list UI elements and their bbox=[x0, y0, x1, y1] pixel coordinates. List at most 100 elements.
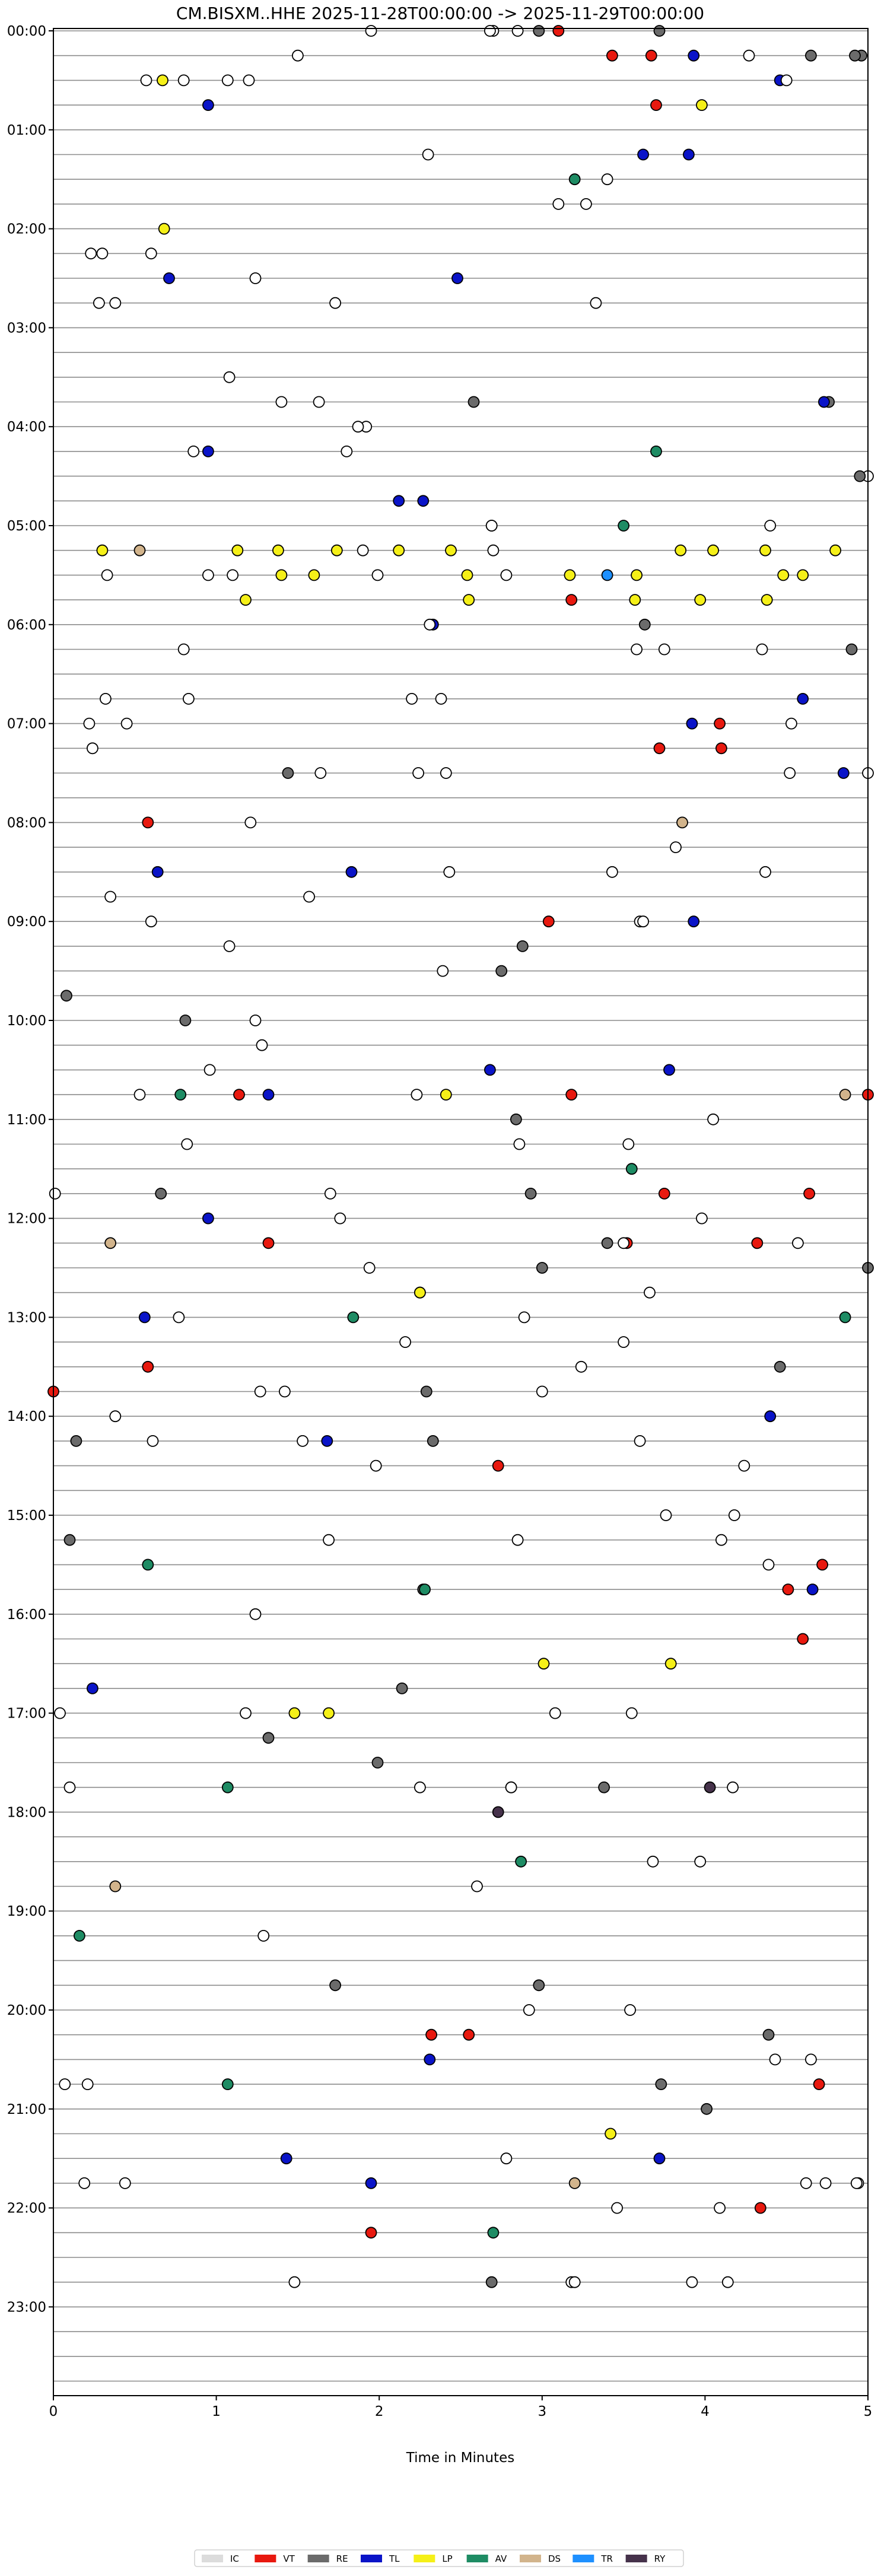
event-point-lp bbox=[829, 544, 841, 556]
event-point-ic bbox=[850, 2177, 863, 2189]
event-point-tl bbox=[345, 866, 358, 878]
event-point-tl bbox=[321, 1435, 333, 1447]
y-tick-label: 16:00 bbox=[7, 1607, 46, 1623]
event-point-lp bbox=[414, 1286, 426, 1299]
event-point-tl bbox=[688, 915, 700, 928]
event-point-re bbox=[533, 1979, 545, 1992]
event-point-ic bbox=[637, 915, 649, 928]
event-point-ic bbox=[660, 1509, 672, 1521]
event-point-ic bbox=[177, 74, 190, 87]
legend-label-tl: TL bbox=[389, 2553, 400, 2564]
y-tick-label: 12:00 bbox=[7, 1211, 46, 1227]
event-point-re bbox=[598, 1781, 610, 1793]
event-point-av bbox=[625, 1163, 638, 1175]
event-point-ic bbox=[334, 1212, 346, 1225]
event-point-ic bbox=[590, 297, 602, 309]
event-point-lp bbox=[96, 544, 109, 556]
event-point-ic bbox=[54, 1707, 66, 1719]
y-tick-label: 18:00 bbox=[7, 1805, 46, 1820]
event-point-ic bbox=[764, 520, 777, 532]
event-point-tl bbox=[818, 396, 830, 408]
y-tick-label: 00:00 bbox=[7, 24, 46, 39]
y-axis: 00:00 01:00 02:00 03:00 04:00 05:00 06:00 07:00… bbox=[7, 24, 53, 2315]
event-point-lp bbox=[445, 544, 457, 556]
event-point-ic bbox=[86, 742, 98, 755]
event-point-tl bbox=[417, 495, 430, 507]
y-tick-label: 15:00 bbox=[7, 1508, 46, 1524]
event-point-re bbox=[179, 1015, 192, 1026]
event-point-ic bbox=[784, 767, 796, 779]
event-point-re bbox=[601, 1237, 613, 1249]
legend-swatch-tl bbox=[361, 2555, 382, 2562]
event-point-ic bbox=[611, 2202, 623, 2214]
event-point-lp bbox=[631, 569, 643, 581]
event-point-vt bbox=[813, 2078, 825, 2091]
event-point-ic bbox=[399, 1336, 411, 1349]
event-point-ic bbox=[500, 569, 513, 581]
event-point-ic bbox=[575, 1360, 587, 1373]
event-point-re bbox=[805, 49, 817, 62]
event-point-ic bbox=[756, 643, 768, 656]
event-point-vt bbox=[365, 2227, 377, 2239]
event-point-ic bbox=[275, 396, 288, 408]
event-point-re bbox=[774, 1360, 786, 1373]
event-point-ic bbox=[505, 1781, 517, 1793]
event-point-vt bbox=[492, 1459, 504, 1472]
event-point-ic bbox=[484, 25, 496, 37]
legend-swatch-av bbox=[466, 2555, 488, 2562]
event-point-ic bbox=[59, 2078, 71, 2091]
event-point-vt bbox=[565, 594, 578, 606]
event-point-ry bbox=[492, 1806, 504, 1818]
x-tick-label: 3 bbox=[537, 2404, 546, 2419]
event-point-lp bbox=[288, 1707, 301, 1719]
event-point-ic bbox=[536, 1385, 548, 1398]
event-point-re bbox=[485, 2276, 498, 2288]
y-tick-label: 01:00 bbox=[7, 123, 46, 138]
event-point-ic bbox=[670, 841, 682, 853]
legend-swatch-re bbox=[307, 2555, 329, 2562]
event-point-re bbox=[854, 470, 866, 482]
event-point-ic bbox=[647, 1855, 659, 1868]
event-point-lp bbox=[463, 594, 475, 606]
event-point-re bbox=[371, 1757, 384, 1769]
event-point-tl bbox=[653, 2152, 666, 2165]
event-point-re bbox=[61, 990, 72, 1002]
event-point-ic bbox=[500, 2152, 513, 2165]
event-point-ds bbox=[839, 1089, 851, 1101]
event-point-vt bbox=[653, 742, 666, 755]
y-tick-label: 22:00 bbox=[7, 2201, 46, 2216]
event-point-ic bbox=[414, 1781, 426, 1793]
event-point-re bbox=[427, 1435, 439, 1447]
event-point-re bbox=[849, 49, 861, 62]
event-point-ic bbox=[511, 1534, 524, 1546]
event-point-av bbox=[174, 1089, 187, 1101]
event-point-tl bbox=[138, 1311, 151, 1324]
event-point-ic bbox=[291, 49, 304, 62]
event-point-ic bbox=[785, 717, 797, 730]
event-point-ic bbox=[412, 767, 424, 779]
event-point-tl bbox=[365, 2177, 377, 2189]
event-point-ic bbox=[618, 1237, 629, 1249]
event-point-ic bbox=[422, 148, 434, 161]
event-point-re bbox=[524, 1188, 537, 1200]
event-point-lp bbox=[629, 594, 641, 606]
event-point-ic bbox=[580, 198, 592, 210]
event-point-ic bbox=[249, 1015, 262, 1026]
event-point-tl bbox=[484, 1064, 496, 1076]
event-point-ic bbox=[324, 1188, 336, 1200]
event-point-ds bbox=[104, 1237, 117, 1249]
event-point-ic bbox=[792, 1237, 804, 1249]
y-tick-label: 17:00 bbox=[7, 1706, 46, 1722]
event-point-ic bbox=[187, 446, 200, 457]
event-point-ic bbox=[743, 49, 755, 62]
legend-label-ry: RY bbox=[654, 2553, 666, 2564]
event-point-vt bbox=[645, 49, 657, 62]
x-tick-label: 1 bbox=[212, 2404, 221, 2419]
event-point-av bbox=[221, 2078, 234, 2091]
event-point-ic bbox=[202, 569, 214, 581]
event-point-tl bbox=[86, 1682, 98, 1694]
event-point-ic bbox=[727, 1781, 739, 1793]
y-tick-label: 14:00 bbox=[7, 1409, 46, 1424]
chart-title: CM.BISXM..HHE 2025-11-28T00:00:00 -> 202… bbox=[176, 4, 704, 23]
event-point-ic bbox=[223, 371, 236, 383]
